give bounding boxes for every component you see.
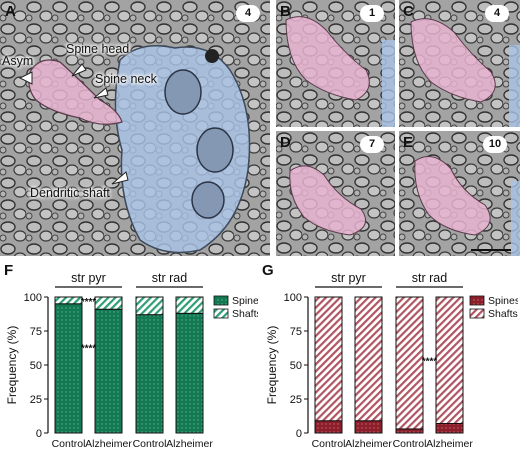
legend-swatch: [469, 295, 485, 306]
y-tick-label: 75: [290, 326, 302, 338]
panel-a-micrograph: A 4 Asym Spine head Spine neck Dendritic…: [0, 0, 270, 256]
bar-spines: [175, 312, 204, 434]
y-tick-label: 50: [290, 360, 302, 372]
y-tick-label: 100: [24, 292, 42, 304]
legend-swatch: [213, 295, 229, 306]
section-number-d: 7: [360, 136, 384, 153]
y-tick-label: 75: [30, 326, 42, 338]
dendritic-shaft-arrow-icon: [111, 171, 129, 185]
bar-shafts: [54, 296, 83, 305]
y-tick-label: 0: [296, 428, 302, 440]
bar-spines: [435, 422, 464, 434]
panel-label-c: C: [403, 3, 414, 20]
legend-label: Shafts: [232, 308, 258, 320]
significance-marker: ****: [422, 357, 438, 368]
x-tick-label: Control: [312, 438, 346, 450]
legend-swatch: [469, 308, 485, 319]
panel-label-g: G: [262, 262, 274, 279]
bar-spines: [314, 420, 343, 434]
bar-spines: [135, 314, 164, 434]
bar-shafts: [435, 296, 464, 424]
annotation-spine-head: Spine head: [66, 42, 130, 56]
legend-label: Spines: [488, 295, 518, 307]
legend-swatch: [213, 308, 229, 319]
significance-marker: ****: [81, 297, 97, 308]
bar-shafts: [314, 296, 343, 422]
chart-f: 0 25 50 75 100 Frequency (%) str pyr str rad Con…: [5, 271, 258, 450]
annotation-dendritic-shaft: Dendritic shaft: [30, 186, 110, 200]
em-texture: [0, 0, 270, 256]
y-tick-label: 50: [30, 360, 42, 372]
y-tick-label: 25: [290, 394, 302, 406]
section-number-b: 1: [360, 5, 384, 22]
bar-spines: [395, 428, 424, 434]
spine-neck-arrow-icon: [93, 87, 109, 99]
bar-spines: [94, 308, 123, 434]
group-label: str rad: [412, 271, 447, 285]
section-number-c: 4: [485, 5, 509, 22]
panel-e-micrograph: E 10: [399, 131, 520, 256]
bar-shafts: [354, 296, 383, 422]
y-tick-label: 100: [284, 292, 302, 304]
group-label: str rad: [152, 271, 187, 285]
chart-g: 0 25 50 75 100 Frequency (%) str pyr str rad Con…: [265, 271, 518, 450]
bar-shafts: [395, 296, 424, 430]
annotation-arrows: [18, 63, 129, 185]
legend-label: Shafts: [488, 308, 518, 320]
asym-arrowhead-icon: [18, 71, 33, 85]
section-number-e: 10: [483, 136, 507, 153]
group-label: str pyr: [331, 271, 366, 285]
bar-spines: [54, 303, 83, 434]
em-texture: [276, 131, 395, 256]
bar-spines: [354, 420, 383, 434]
x-tick-label: Control: [52, 438, 86, 450]
y-tick-label: 0: [36, 428, 42, 440]
spine-head-arrow-icon: [71, 63, 87, 77]
bar-shafts: [94, 296, 123, 310]
y-tick-label: 25: [30, 394, 42, 406]
panel-label-f: F: [4, 262, 14, 279]
pink-spine: [28, 59, 123, 125]
panel-d-micrograph: D 7: [276, 131, 395, 256]
em-texture: [276, 0, 395, 127]
panel-label-e: E: [403, 134, 414, 151]
bar-shafts: [175, 296, 204, 314]
x-tick-label: Control: [393, 438, 427, 450]
scale-bar: [471, 249, 511, 251]
x-tick-label: Alzheimer: [345, 438, 392, 450]
panel-label-d: D: [280, 134, 291, 151]
section-number-a: 4: [236, 5, 260, 22]
annotation-spine-neck: Spine neck: [95, 72, 157, 86]
panel-label-a: A: [5, 3, 16, 20]
x-tick-label: Control: [133, 438, 167, 450]
x-tick-label: Alzheimer: [166, 438, 213, 450]
y-axis-label: Frequency (%): [5, 326, 19, 405]
panel-c-micrograph: C 4: [399, 0, 520, 127]
group-label: str pyr: [71, 271, 106, 285]
bar-shafts: [135, 296, 164, 316]
x-tick-label: Alzheimer: [85, 438, 132, 450]
legend-label: Spines: [232, 295, 258, 307]
panel-b-micrograph: B 1: [276, 0, 395, 127]
x-tick-label: Alzheimer: [426, 438, 473, 450]
significance-marker: ****: [81, 343, 97, 354]
panel-label-b: B: [280, 3, 291, 20]
annotation-asym: Asym: [2, 54, 34, 68]
y-axis-label: Frequency (%): [265, 326, 279, 405]
